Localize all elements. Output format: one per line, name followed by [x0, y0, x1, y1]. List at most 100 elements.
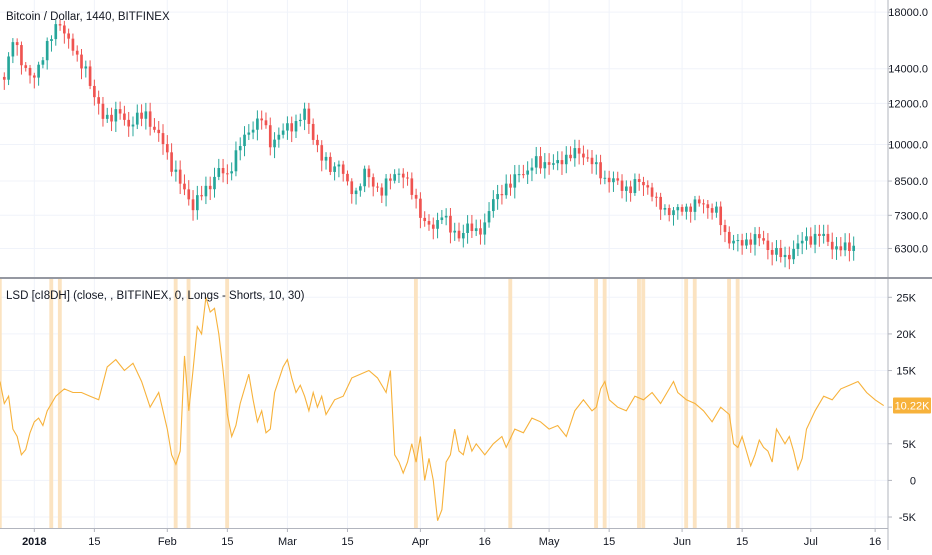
- candle-body: [740, 240, 744, 246]
- candle-body: [676, 207, 680, 211]
- candle-body: [556, 160, 560, 164]
- candle-body: [539, 156, 542, 169]
- candle-body: [118, 109, 122, 114]
- candle-body: [15, 42, 19, 46]
- time-tick-label: 15: [736, 536, 748, 548]
- longs-shorts-line: [0, 297, 885, 521]
- candle-body: [376, 186, 379, 188]
- signal-highlight-band: [413, 279, 418, 528]
- signal-highlight-band: [641, 279, 646, 528]
- candle-body: [298, 119, 302, 122]
- candle-body: [157, 129, 161, 134]
- candle-body: [273, 139, 276, 148]
- candle-body: [607, 177, 611, 183]
- candle-body: [123, 113, 126, 120]
- time-tick-label: 15: [341, 536, 353, 548]
- candle-body: [410, 178, 414, 195]
- candle-body: [346, 173, 349, 182]
- candle-body: [719, 206, 723, 226]
- candle-body: [723, 225, 727, 232]
- candle-body: [757, 234, 761, 239]
- candle-body: [813, 233, 817, 245]
- price-tick-label: 7300.0: [894, 210, 928, 222]
- candle-body: [461, 232, 465, 239]
- pane-separator[interactable]: [0, 277, 932, 279]
- signal-highlight-band: [684, 279, 689, 528]
- candle-body: [577, 148, 581, 154]
- price-tick-label: 6300.0: [894, 243, 928, 255]
- signal-highlight-band: [594, 279, 599, 528]
- candle-body: [547, 162, 551, 165]
- candle-body: [496, 194, 499, 200]
- candle-body: [560, 160, 564, 165]
- candle-body: [320, 145, 324, 161]
- candle-body: [367, 168, 371, 178]
- candle-body: [419, 198, 422, 218]
- candle-body: [753, 234, 757, 245]
- candle-body: [93, 85, 96, 98]
- last-value-badge: 10.22K: [893, 397, 931, 414]
- candle-body: [88, 66, 92, 86]
- indicator-tick-label: 0: [910, 475, 916, 487]
- candle-body: [24, 65, 28, 68]
- candle-body: [2, 76, 6, 80]
- price-tick-label: 8500.0: [894, 176, 928, 188]
- candle-body: [479, 228, 482, 235]
- candle-body: [822, 233, 825, 236]
- candle-body: [655, 196, 658, 198]
- candle-body: [277, 134, 281, 140]
- candle-body: [513, 174, 517, 188]
- candle-body: [736, 240, 740, 242]
- candle-body: [466, 223, 469, 233]
- candle-body: [440, 217, 444, 221]
- time-tick-label: May: [539, 536, 560, 548]
- price-chart-title: Bitcoin / Dollar, 1440, BITFINEX: [6, 11, 170, 23]
- candle-body: [492, 199, 495, 212]
- time-tick-label: Mar: [278, 536, 297, 548]
- candle-body: [97, 97, 100, 104]
- indicator-tick-label: -5K: [899, 512, 917, 524]
- candle-body: [423, 217, 427, 222]
- candle-body: [624, 186, 628, 191]
- time-tick-label: 15: [88, 536, 100, 548]
- candle-body: [552, 163, 555, 165]
- candle-body: [689, 206, 692, 212]
- price-tick-label: 10000.0: [888, 139, 928, 151]
- candle-body: [732, 240, 735, 244]
- candle-body: [586, 157, 590, 159]
- candle-body: [749, 239, 753, 245]
- time-tick-label: Jun: [673, 536, 691, 548]
- price-tick-label: 18000.0: [888, 7, 928, 19]
- candle-body: [303, 108, 306, 120]
- candle-body: [324, 156, 328, 161]
- candle-body: [41, 60, 45, 65]
- candle-body: [770, 249, 774, 255]
- candle-body: [543, 162, 547, 169]
- candle-body: [230, 171, 233, 174]
- candle-body: [706, 204, 710, 209]
- candle-body: [620, 180, 624, 191]
- candle-body: [444, 215, 448, 218]
- candle-body: [67, 33, 70, 39]
- candle-body: [843, 242, 847, 251]
- candle-body: [697, 199, 701, 204]
- candle-body: [281, 130, 285, 135]
- candle-body: [517, 174, 521, 176]
- candle-body: [290, 123, 294, 132]
- candle-body: [238, 146, 242, 151]
- candle-body: [337, 164, 341, 167]
- candle-body: [221, 168, 225, 174]
- time-tick-label: 2018: [22, 536, 46, 548]
- candle-body: [809, 236, 813, 245]
- candle-body: [775, 247, 778, 255]
- candle-body: [71, 38, 75, 51]
- candle-body: [114, 109, 118, 122]
- candle-body: [80, 54, 83, 69]
- candle-body: [63, 25, 66, 34]
- candle-body: [217, 168, 221, 177]
- candle-body: [414, 194, 418, 199]
- candle-body: [848, 242, 851, 251]
- indicator-tick-label: 15K: [896, 366, 916, 378]
- signal-highlight-band: [0, 279, 2, 528]
- candle-body: [208, 185, 212, 190]
